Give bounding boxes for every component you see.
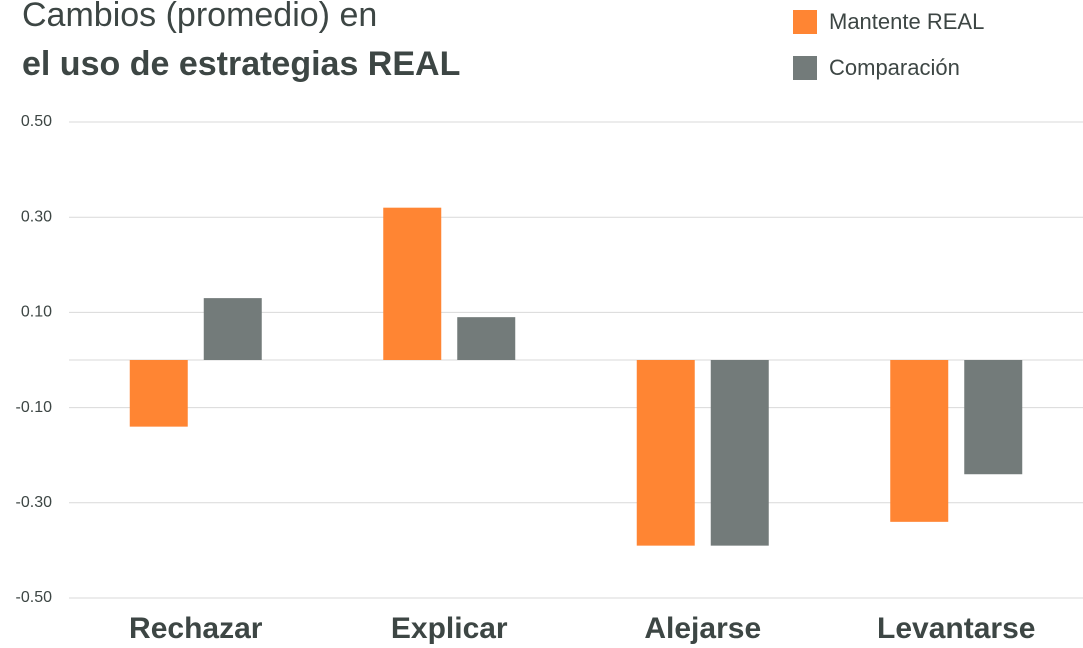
x-tick-label: Rechazar: [129, 612, 263, 645]
bar: [890, 360, 949, 522]
y-tick-label: 0.10: [21, 304, 52, 321]
legend-swatch: [793, 10, 817, 34]
bar: [383, 207, 442, 360]
legend-label: Mantente REAL: [829, 9, 984, 34]
chart-title: el uso de estrategias REAL: [22, 45, 460, 83]
x-tick-label: Alejarse: [644, 612, 761, 645]
y-tick-label: 0.30: [21, 208, 52, 225]
y-tick-label: 0.50: [21, 113, 52, 130]
bar: [129, 360, 188, 427]
bar: [203, 298, 262, 360]
bar: [710, 360, 769, 546]
bar: [964, 360, 1023, 475]
chart-title: Cambios (promedio) en: [22, 0, 377, 34]
y-tick-label: -0.30: [16, 494, 53, 511]
bar: [457, 317, 516, 360]
x-tick-label: Explicar: [391, 612, 508, 645]
legend-label: Comparación: [829, 55, 960, 80]
y-tick-label: -0.50: [16, 589, 53, 606]
x-tick-label: Levantarse: [877, 612, 1035, 645]
legend-swatch: [793, 56, 817, 80]
y-tick-label: -0.10: [16, 399, 53, 416]
bar: [636, 360, 695, 546]
